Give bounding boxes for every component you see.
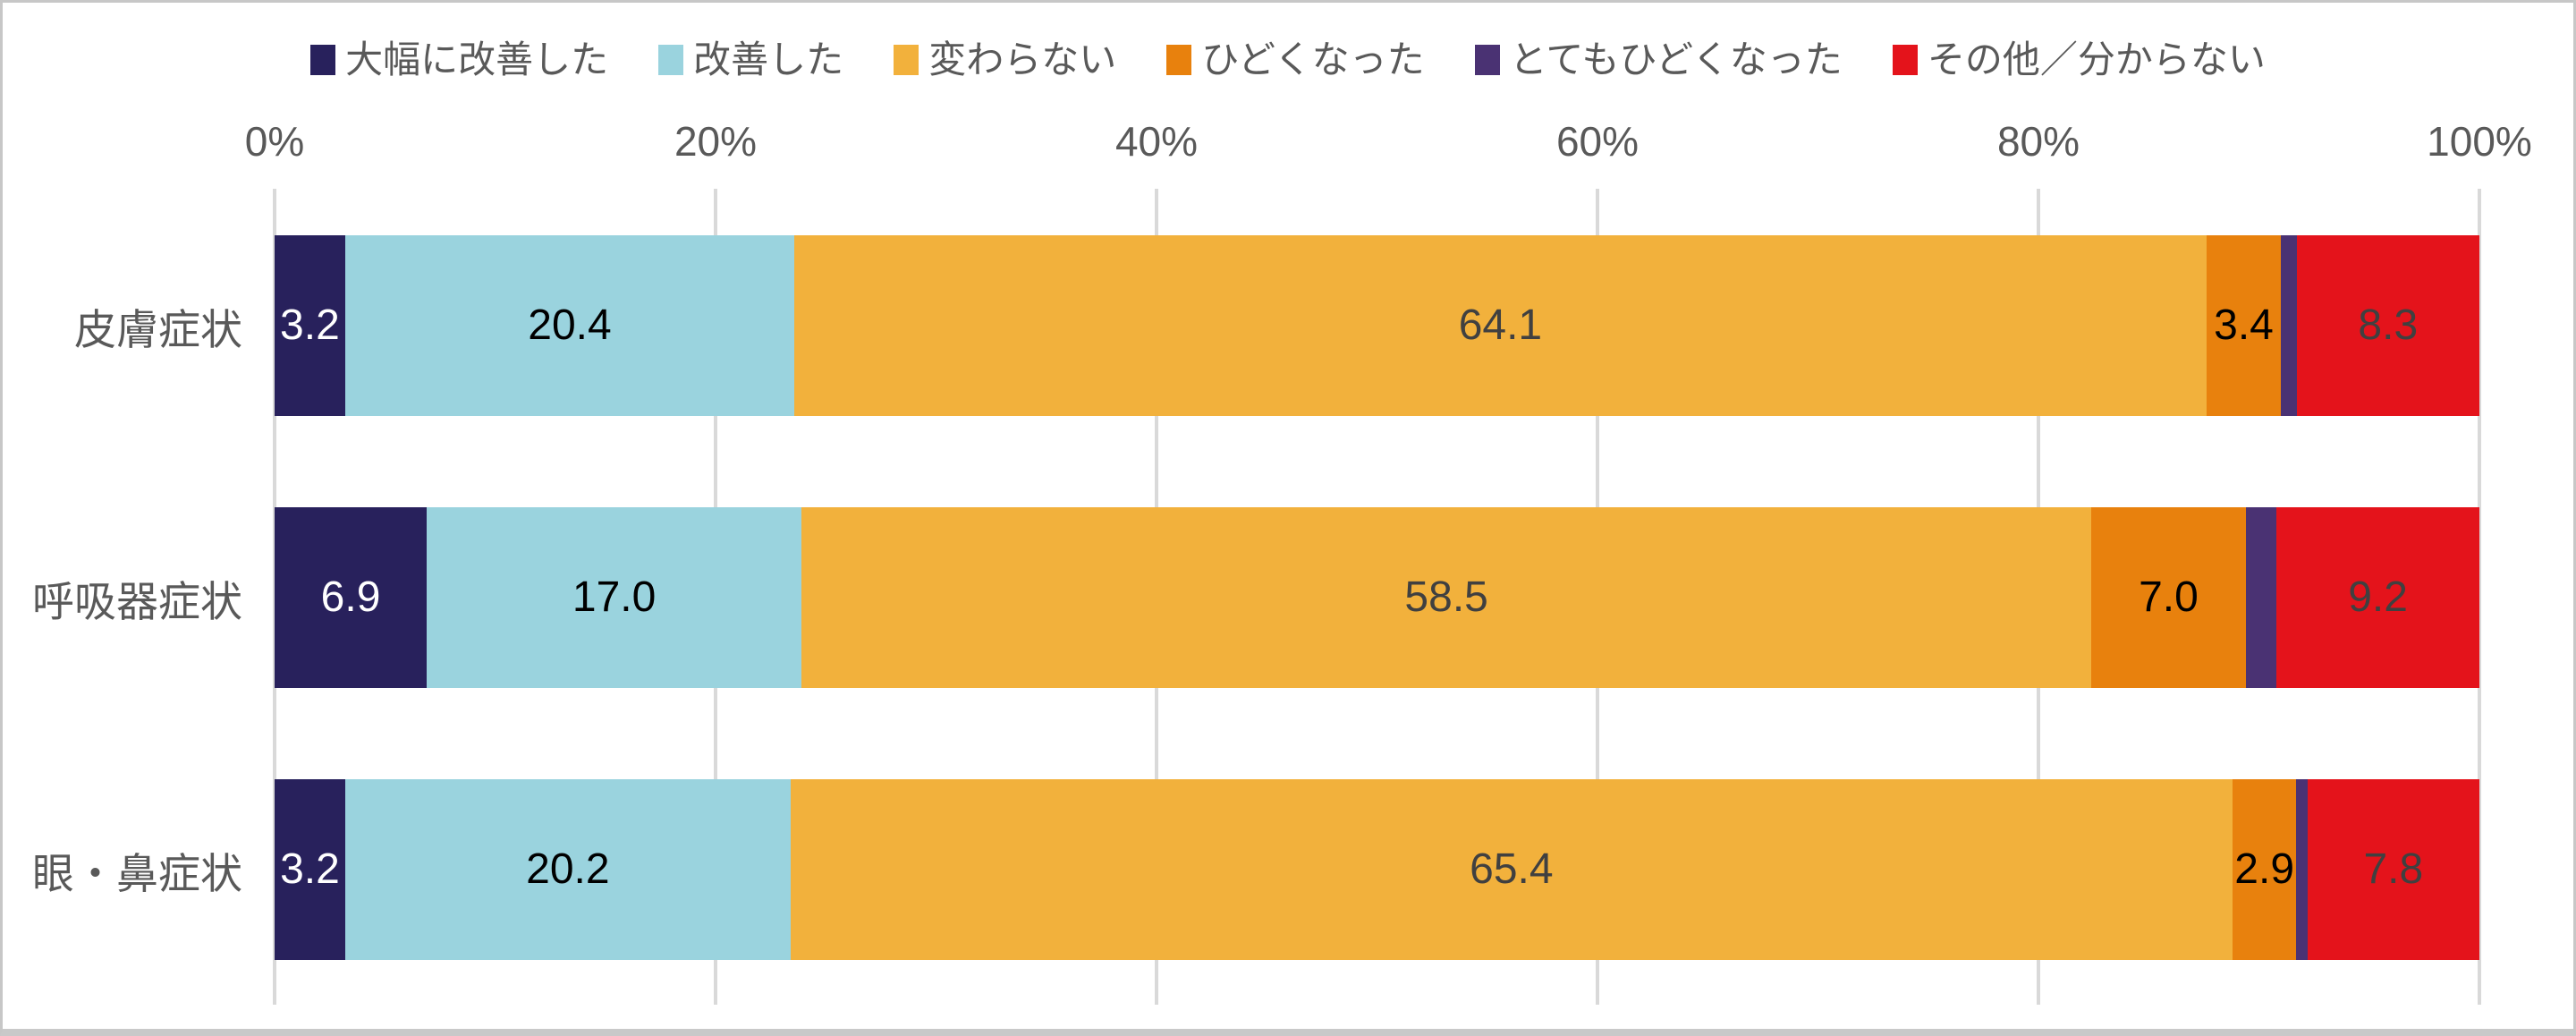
segment: [2281, 235, 2297, 416]
segment: 58.5: [801, 507, 2092, 688]
legend-item-4: とてもひどくなった: [1474, 38, 1843, 81]
value-label: 65.4: [1470, 845, 1554, 893]
segment: 9.2: [2276, 507, 2479, 688]
bar-row-0: 3.220.464.13.40.78.3: [275, 235, 2479, 416]
legend-item-1: 改善した: [658, 41, 843, 79]
value-label: 17.0: [572, 573, 657, 621]
plot-area: 皮膚症状3.220.464.13.40.78.3呼吸器症状6.917.058.5…: [3, 3, 2573, 1029]
segment: 3.4: [2206, 235, 2282, 416]
legend-label: 大幅に改善した: [345, 38, 609, 81]
gridline: [2478, 189, 2481, 1005]
value-label: 3.2: [280, 301, 340, 349]
segment: 2.9: [2232, 779, 2297, 960]
axis-tick-label: 40%: [1114, 118, 1199, 165]
legend-label: 変わらない: [928, 38, 1117, 81]
value-label: 7.8: [2363, 845, 2424, 893]
x-axis: 0% 20% 40% 60% 80% 100%: [3, 117, 2573, 166]
bar-row-1: 6.917.058.57.01.49.2: [275, 507, 2479, 688]
legend-item-2: 変わらない: [894, 41, 1116, 79]
legend-item-5: その他／分からない: [1892, 38, 2266, 81]
value-label: 64.1: [1458, 301, 1543, 349]
legend-label: とてもひどくなった: [1509, 38, 1843, 81]
value-label: 58.5: [1404, 573, 1488, 621]
value-label: 9.2: [2348, 573, 2408, 621]
segment: 17.0: [427, 507, 802, 688]
segment: 7.8: [2307, 779, 2479, 960]
value-label: 2.9: [2234, 845, 2295, 893]
legend-label: 改善した: [693, 38, 844, 81]
segment: 8.3: [2296, 235, 2479, 416]
value-label: 3.4: [2214, 301, 2274, 349]
segment: 6.9: [275, 507, 428, 688]
legend-swatch-icon: [894, 45, 919, 75]
category-label: 眼・鼻症状: [32, 849, 242, 897]
legend-label: ひどくなった: [1201, 38, 1425, 81]
value-label: 8.3: [2358, 301, 2419, 349]
axis-tick-label: 60%: [1555, 118, 1640, 165]
segment: 3.2: [275, 779, 345, 960]
legend-swatch-icon: [1166, 45, 1192, 75]
segment: [2296, 779, 2308, 960]
axis-tick-label: 80%: [1996, 118, 2080, 165]
category-label: 皮膚症状: [74, 305, 242, 353]
legend-item-0: 大幅に改善した: [310, 41, 608, 79]
value-label: 3.2: [280, 845, 340, 893]
segment: 20.2: [344, 779, 791, 960]
segment: 7.0: [2091, 507, 2246, 688]
axis-tick-label: 0%: [244, 118, 305, 165]
legend-swatch-icon: [1892, 45, 1918, 75]
value-label: 6.9: [320, 573, 381, 621]
value-label: 20.4: [528, 301, 612, 349]
axis-tick-label: 20%: [674, 118, 758, 165]
legend-item-3: ひどくなった: [1166, 38, 1425, 81]
segment: 64.1: [794, 235, 2207, 416]
axis-tick-label: 100%: [2427, 118, 2532, 165]
legend-swatch-icon: [1474, 45, 1500, 75]
legend-swatch-icon: [658, 45, 684, 75]
segment: 3.2: [275, 235, 345, 416]
category-label: 呼吸器症状: [32, 577, 242, 625]
legend: 大幅に改善した 改善した 変わらない ひどくなった とてもひどくなった その他／分からない: [3, 37, 2573, 83]
segment: 20.4: [344, 235, 795, 416]
legend-label: その他／分からない: [1927, 38, 2266, 81]
segment: [2245, 507, 2277, 688]
value-label: 20.2: [526, 845, 610, 893]
legend-swatch-icon: [310, 45, 336, 75]
segment: 65.4: [790, 779, 2233, 960]
value-label: 7.0: [2139, 573, 2199, 621]
bar-row-2: 3.220.265.42.90.57.8: [275, 779, 2479, 960]
